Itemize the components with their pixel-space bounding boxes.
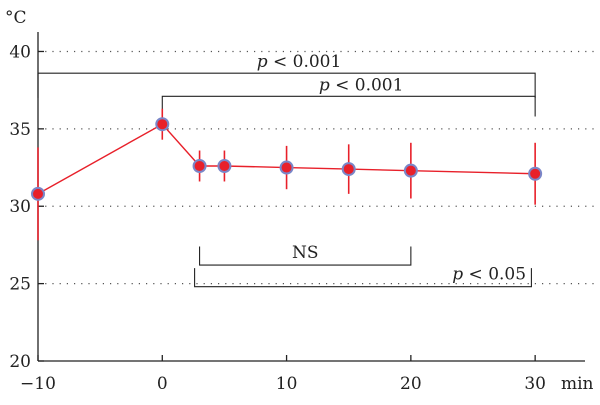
annotation-bracket-3: [194, 268, 532, 288]
series: [31, 108, 543, 241]
y-tick-label-0: 20: [9, 352, 31, 372]
annotation-label-0: p < 0.001: [257, 52, 342, 72]
data-point-0-6: [403, 163, 418, 178]
y-unit-label: °C: [5, 8, 27, 28]
data-point-0-7: [528, 166, 543, 181]
y-tick-label-4: 40: [9, 42, 31, 62]
annotation-label-2: NS: [292, 243, 319, 263]
series-line-0: [37, 123, 536, 195]
annotation-label-3: p < 0.05: [452, 265, 526, 285]
x-unit-label: min: [561, 374, 594, 394]
data-point-0-3: [217, 159, 232, 173]
annotation-bracket-2: [199, 246, 412, 266]
annotation-label-1: p < 0.001: [319, 75, 404, 95]
data-point-0-2: [192, 159, 207, 173]
x-tick-label-3: 20: [400, 374, 422, 394]
axis-labels: °C min: [5, 8, 594, 394]
data-point-0-0: [31, 186, 45, 201]
x-tick-label-1: 0: [157, 374, 168, 394]
axes: 20 25 30 35 40 −10 0 10 20 30: [9, 32, 585, 394]
y-tick-label-1: 25: [9, 275, 31, 295]
y-tick-label-2: 30: [9, 197, 31, 217]
significance-annotations: p < 0.001 p < 0.001 NS p < 0.05: [37, 52, 536, 288]
annotation-bracket-1: [161, 95, 536, 117]
x-tick-label-4: 30: [524, 374, 546, 394]
y-tick-label-3: 35: [9, 120, 31, 140]
data-point-0-1: [155, 117, 170, 132]
data-point-0-4: [279, 160, 294, 175]
annotation-bracket-0: [37, 72, 536, 98]
x-tick-label-0: −10: [20, 374, 56, 394]
x-tick-label-2: 10: [276, 374, 298, 394]
data-point-0-5: [341, 162, 356, 177]
